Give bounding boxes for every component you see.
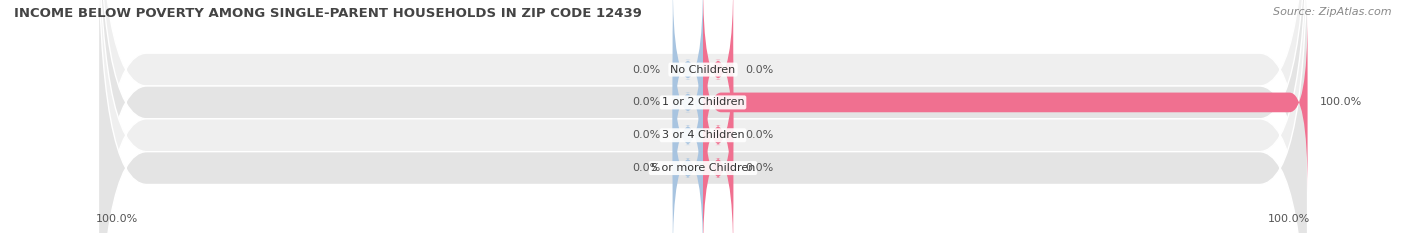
Text: 3 or 4 Children: 3 or 4 Children <box>662 130 744 140</box>
Text: INCOME BELOW POVERTY AMONG SINGLE-PARENT HOUSEHOLDS IN ZIP CODE 12439: INCOME BELOW POVERTY AMONG SINGLE-PARENT… <box>14 7 643 20</box>
Text: 100.0%: 100.0% <box>1268 214 1310 224</box>
FancyBboxPatch shape <box>98 0 1308 233</box>
FancyBboxPatch shape <box>703 47 734 224</box>
Text: 0.0%: 0.0% <box>745 130 773 140</box>
FancyBboxPatch shape <box>672 47 703 224</box>
FancyBboxPatch shape <box>672 79 703 233</box>
Text: 5 or more Children: 5 or more Children <box>651 163 755 173</box>
FancyBboxPatch shape <box>672 0 703 158</box>
Text: No Children: No Children <box>671 65 735 75</box>
FancyBboxPatch shape <box>98 0 1308 233</box>
Text: 0.0%: 0.0% <box>633 130 661 140</box>
FancyBboxPatch shape <box>98 0 1308 233</box>
Text: 0.0%: 0.0% <box>745 65 773 75</box>
Text: 100.0%: 100.0% <box>96 214 138 224</box>
Text: 0.0%: 0.0% <box>633 97 661 107</box>
FancyBboxPatch shape <box>672 14 703 191</box>
Text: 100.0%: 100.0% <box>1320 97 1362 107</box>
Text: Source: ZipAtlas.com: Source: ZipAtlas.com <box>1274 7 1392 17</box>
FancyBboxPatch shape <box>703 14 1308 191</box>
FancyBboxPatch shape <box>703 79 734 233</box>
Text: 0.0%: 0.0% <box>633 163 661 173</box>
Text: 0.0%: 0.0% <box>633 65 661 75</box>
FancyBboxPatch shape <box>98 0 1308 233</box>
FancyBboxPatch shape <box>703 0 734 158</box>
Text: 0.0%: 0.0% <box>745 163 773 173</box>
Text: 1 or 2 Children: 1 or 2 Children <box>662 97 744 107</box>
